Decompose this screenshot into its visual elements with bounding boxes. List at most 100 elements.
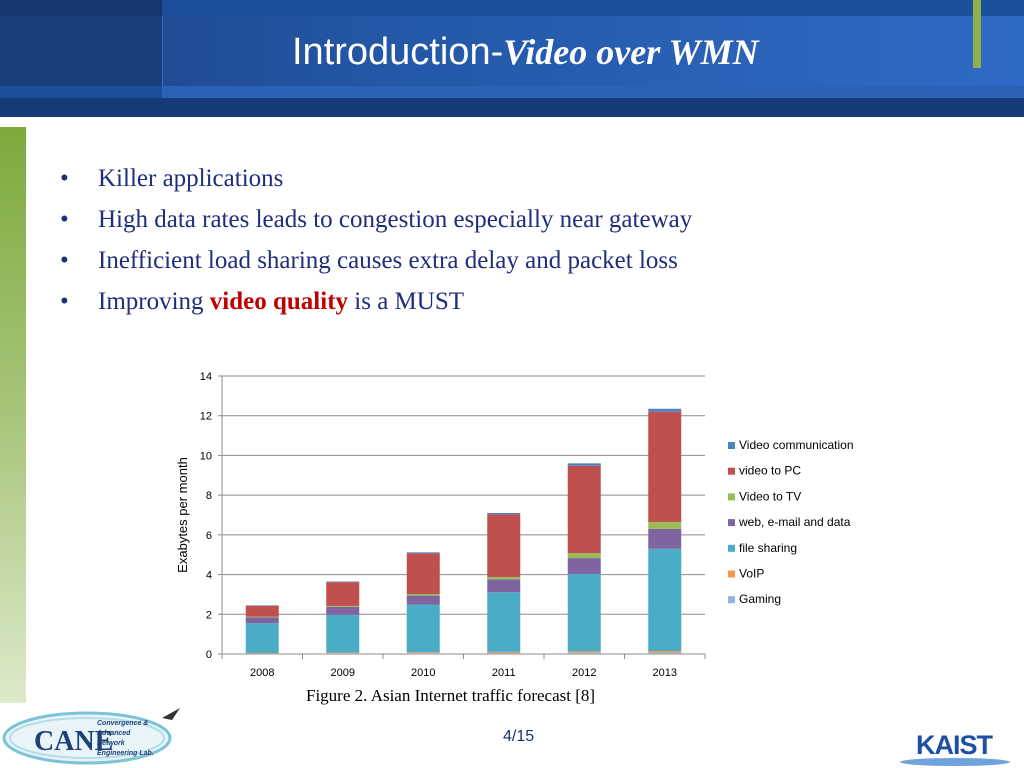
page-number: 4/15 xyxy=(503,728,535,745)
bar-segment xyxy=(487,513,521,515)
slide-title: Introduction-Video over WMN xyxy=(292,30,759,74)
bar-segment xyxy=(648,548,682,652)
cane-line-2: Advanced xyxy=(96,730,131,737)
bar-segment xyxy=(648,411,682,522)
bar-segment xyxy=(487,651,521,654)
bullet-dot: • xyxy=(60,206,69,233)
kaist-logo: KAIST xyxy=(916,730,993,760)
y-tick-label: 12 xyxy=(200,411,212,423)
y-tick-label: 14 xyxy=(200,371,212,383)
bullet-item: • Improving video quality is a MUST xyxy=(60,281,692,322)
bullet-dot: • xyxy=(60,165,69,192)
x-tick-label: 2010 xyxy=(411,667,435,679)
traffic-chart: 0 2 4 6 8 10 12 14 Exabytes per month 2008 2009 201… xyxy=(170,360,890,690)
legend-swatch xyxy=(728,519,735,527)
bar-segment xyxy=(245,605,279,606)
bullet-item: • Killer applications xyxy=(60,158,692,199)
bar-segment xyxy=(326,653,360,654)
bullet-list: • Killer applications • High data rates le… xyxy=(60,158,692,322)
bar-segment xyxy=(406,594,440,596)
bar-segment xyxy=(567,651,601,653)
bar-segment xyxy=(567,553,601,559)
y-tick-label: 10 xyxy=(200,450,212,462)
bar-segment xyxy=(245,605,279,617)
bar-segment xyxy=(487,514,521,577)
legend-swatch xyxy=(728,442,735,449)
paper-plane-icon xyxy=(162,708,180,720)
bar-segment xyxy=(245,616,279,618)
bar-segment xyxy=(487,576,521,580)
bar-segment xyxy=(487,653,521,654)
bar-segment xyxy=(648,408,682,412)
header-bottom-line xyxy=(162,86,1024,98)
slide-title-italic: Video over WMN xyxy=(503,32,759,72)
bar-segment xyxy=(326,581,360,583)
x-tick-label: 2009 xyxy=(331,667,355,679)
chart-svg: 0 2 4 6 8 10 12 14 Exabytes per month 2008 2009 201… xyxy=(175,371,854,679)
bar-segment xyxy=(245,623,279,654)
bar-segment xyxy=(406,604,440,653)
y-tick-label: 8 xyxy=(206,490,212,502)
bullet-item: • Inefficient load sharing causes extra d… xyxy=(60,240,692,281)
bullet-dot: • xyxy=(60,288,69,315)
bar-segment xyxy=(326,582,360,606)
bar-segment xyxy=(406,595,440,605)
bar-segment xyxy=(245,653,279,654)
legend-label: VoIP xyxy=(739,567,764,581)
legend-swatch xyxy=(728,467,735,475)
y-axis-label: Exabytes per month xyxy=(175,457,190,573)
bar-segment xyxy=(567,558,601,574)
slide-title-plain: Introduction- xyxy=(292,31,504,73)
y-tick-label: 6 xyxy=(206,530,212,542)
header-left-box xyxy=(0,16,163,86)
legend-swatch xyxy=(728,493,735,501)
bullet-text: Killer applications xyxy=(98,165,284,192)
x-tick-label: 2008 xyxy=(250,667,274,679)
bar-segment xyxy=(648,521,682,529)
bar-segment xyxy=(406,652,440,654)
cane-line-4: Engineering Lab. xyxy=(97,750,154,757)
bar-segment xyxy=(487,592,521,652)
y-tick-label: 0 xyxy=(206,649,212,661)
bullet-text: Inefficient load sharing causes extra de… xyxy=(98,247,678,274)
bar-segment xyxy=(326,605,360,607)
legend-label: Video to TV xyxy=(739,489,801,503)
bullet-text-post: is a MUST xyxy=(348,288,465,315)
y-tick-label: 2 xyxy=(206,609,212,621)
bullet-text-pre: Improving xyxy=(98,288,210,315)
legend-swatch xyxy=(728,544,735,552)
legend-label: video to PC xyxy=(739,464,801,478)
bar-segment xyxy=(245,617,279,624)
bar-segment xyxy=(406,553,440,595)
bar-segment xyxy=(567,652,601,654)
side-gradient-stripe xyxy=(0,127,26,703)
bullet-highlight: video quality xyxy=(209,288,349,315)
kaist-swoosh xyxy=(900,758,1010,766)
x-tick-label: 2012 xyxy=(572,667,596,679)
cane-logo: CANE Convergence & Advanced Network Engi… xyxy=(2,708,180,765)
cane-line-3: Network xyxy=(97,740,126,747)
bar-segment xyxy=(487,579,521,593)
legend-label: web, e-mail and data xyxy=(738,515,851,529)
bar-segment xyxy=(648,651,682,653)
bar-segment xyxy=(326,606,360,615)
legend-label: Gaming xyxy=(739,592,781,606)
legend-swatch xyxy=(728,570,735,578)
y-tick-label: 4 xyxy=(206,570,212,582)
bar-segment xyxy=(326,614,360,653)
bar-segment xyxy=(567,573,601,652)
legend-swatch xyxy=(728,596,735,604)
bar-segment xyxy=(567,465,601,554)
header-accent-bar xyxy=(973,0,981,68)
x-tick-label: 2013 xyxy=(653,667,677,679)
bar-segment xyxy=(648,528,682,549)
header-main-band xyxy=(0,16,1024,86)
bar-segment xyxy=(326,652,360,654)
bar-segment xyxy=(245,653,279,655)
bullet-item: • High data rates leads to congestion esp… xyxy=(60,199,692,240)
legend-label: Video communication xyxy=(739,438,854,452)
bar-segment xyxy=(567,463,601,466)
x-tick-label: 2011 xyxy=(492,667,516,679)
bar-segment xyxy=(648,652,682,654)
legend-label: file sharing xyxy=(739,541,797,555)
